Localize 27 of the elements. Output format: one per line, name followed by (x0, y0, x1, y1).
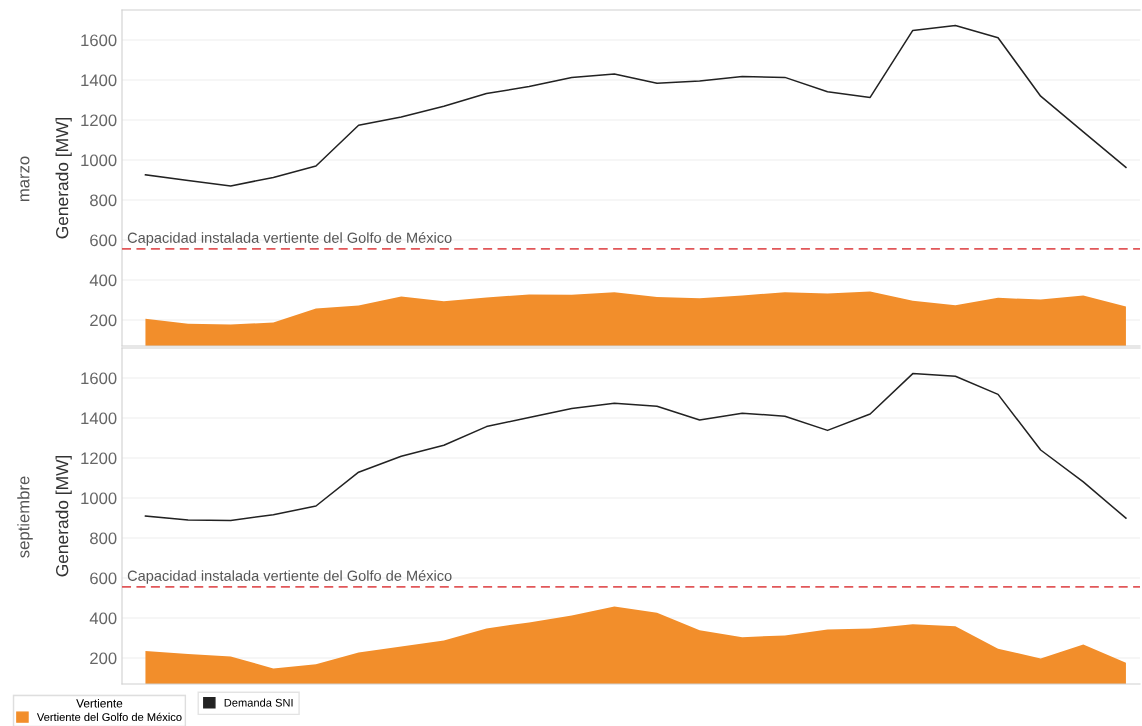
legend-title: Vertiente (76, 698, 123, 708)
y-tick-label: 1600 (81, 372, 117, 385)
y-tick-label: 1200 (81, 452, 117, 465)
y-tick-label: 1400 (81, 412, 117, 425)
y-tick-label: 600 (90, 234, 117, 247)
ref-line-label: Capacidad instalada vertiente del Golfo de México (127, 570, 452, 584)
y-tick-label: 200 (90, 314, 117, 327)
y-tick-label: 1400 (81, 74, 117, 87)
y-axis-title: Generado [MW] (55, 455, 72, 577)
y-tick-label: 200 (90, 652, 117, 665)
text: marzo (20, 156, 30, 202)
legend-label: Vertiente del Golfo de México (36, 712, 182, 721)
y-tick-label: 1000 (81, 154, 117, 167)
y-axis-title: Generado [MW] (55, 117, 72, 239)
y-tick-label: 1200 (81, 114, 117, 127)
y-tick-label: 800 (90, 194, 117, 207)
legend-label: Demanda SNI (224, 698, 293, 707)
line-series (144, 372, 1127, 522)
y-tick-label: 800 (90, 532, 117, 545)
line-series (144, 24, 1127, 187)
y-tick-label: 1600 (81, 34, 117, 47)
text: septiembre (17, 476, 33, 558)
ref-line-label: Capacidad instalada vertiente del Golfo de México (127, 232, 452, 246)
y-tick-label: 600 (90, 572, 117, 585)
y-tick-label: 400 (89, 612, 117, 625)
y-tick-label: 1000 (81, 492, 117, 505)
y-tick-label: 400 (89, 274, 117, 287)
